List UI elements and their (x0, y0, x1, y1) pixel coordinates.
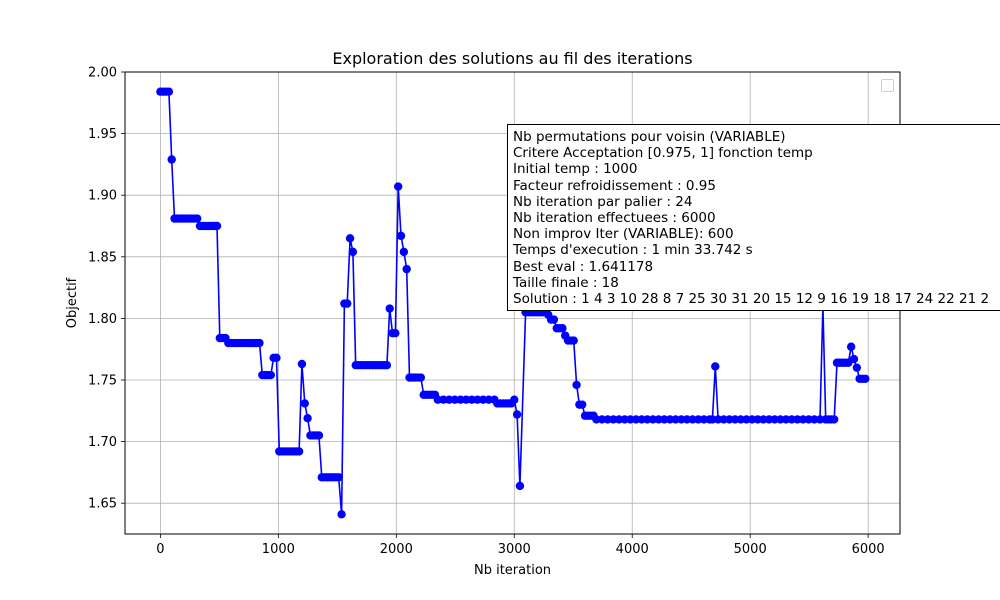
data-point (572, 380, 581, 390)
data-point (303, 413, 312, 423)
data-point (272, 353, 281, 363)
x-tick-label: 4000 (616, 542, 649, 557)
data-point (266, 370, 275, 380)
data-point (396, 231, 406, 241)
y-axis-ticks: 1.65 1.70 1.75 1.80 1.85 1.90 1.95 2.00 (88, 66, 125, 512)
y-tick-label: 2.00 (88, 66, 117, 81)
data-point (578, 400, 587, 409)
data-point (343, 299, 352, 308)
x-tick-label: 2000 (380, 542, 413, 557)
data-point (337, 510, 346, 519)
data-point (345, 234, 355, 243)
annotation-line: Solution : 1 4 3 10 28 8 7 25 30 31 20 1… (513, 291, 990, 308)
data-point (512, 410, 522, 419)
data-point (348, 247, 358, 257)
data-point (297, 359, 307, 369)
data-point (164, 87, 174, 96)
annotation-box: Nb permutations pour voisin (VARIABLE) C… (507, 124, 1000, 311)
data-point (255, 338, 264, 348)
data-point (829, 415, 839, 424)
y-axis-label: Objectif (65, 277, 80, 328)
annotation-line: Non improv Iter (VARIABLE): 600 (513, 226, 734, 243)
annotation-line: Taille finale : 18 (513, 274, 619, 291)
annotation-line: Initial temp : 1000 (513, 161, 638, 178)
annotation-line: Best eval : 1.641178 (513, 258, 654, 275)
x-axis-ticks: 0 1000 2000 3000 4000 5000 6000 (156, 534, 885, 557)
data-point (849, 354, 859, 364)
legend-box (881, 79, 894, 92)
data-point (549, 315, 559, 324)
annotation-line: Nb iteration par palier : 24 (513, 193, 693, 210)
x-axis-label: Nb iteration (474, 563, 551, 578)
chart-title: Exploration des solutions au fil des ite… (332, 49, 692, 68)
x-tick-label: 6000 (852, 542, 885, 557)
annotation-line: Temps d'execution : 1 min 33.742 s (513, 242, 753, 259)
x-tick-label: 5000 (734, 542, 767, 557)
x-tick-label: 1000 (262, 542, 295, 557)
data-point (711, 362, 720, 371)
annotation-line: Facteur refroidissement : 0.95 (513, 177, 716, 194)
y-tick-label: 1.95 (88, 127, 117, 142)
annotation-line: Nb permutations pour voisin (VARIABLE) (513, 129, 786, 145)
y-tick-label: 1.90 (88, 189, 117, 204)
y-tick-label: 1.85 (88, 250, 117, 265)
data-point (212, 221, 222, 231)
data-point (558, 324, 567, 333)
data-point (393, 182, 403, 191)
annotation-line: Nb iteration effectuees : 6000 (513, 210, 716, 227)
data-point (385, 304, 394, 313)
data-series (156, 87, 870, 519)
data-point (167, 155, 176, 164)
data-point (391, 328, 400, 338)
data-point (334, 473, 343, 482)
data-point (515, 481, 525, 491)
data-point (300, 399, 309, 408)
y-tick-label: 1.75 (88, 374, 117, 389)
y-tick-label: 1.70 (88, 435, 117, 450)
data-point (314, 431, 324, 440)
data-point (569, 336, 578, 345)
data-point (852, 363, 862, 372)
data-point (510, 395, 519, 404)
x-tick-label: 3000 (498, 542, 531, 557)
x-tick-label: 0 (156, 542, 164, 557)
data-point (399, 247, 409, 257)
data-point (402, 264, 411, 274)
data-point (294, 447, 304, 456)
y-tick-label: 1.65 (88, 497, 117, 512)
data-point (192, 214, 202, 223)
annotation-line: Critere Acceptation [0.975, 1] fonction … (513, 145, 813, 162)
data-point (846, 342, 856, 351)
data-point (416, 373, 426, 382)
y-tick-label: 1.80 (88, 312, 117, 327)
data-point (861, 374, 870, 383)
data-point (382, 361, 392, 370)
